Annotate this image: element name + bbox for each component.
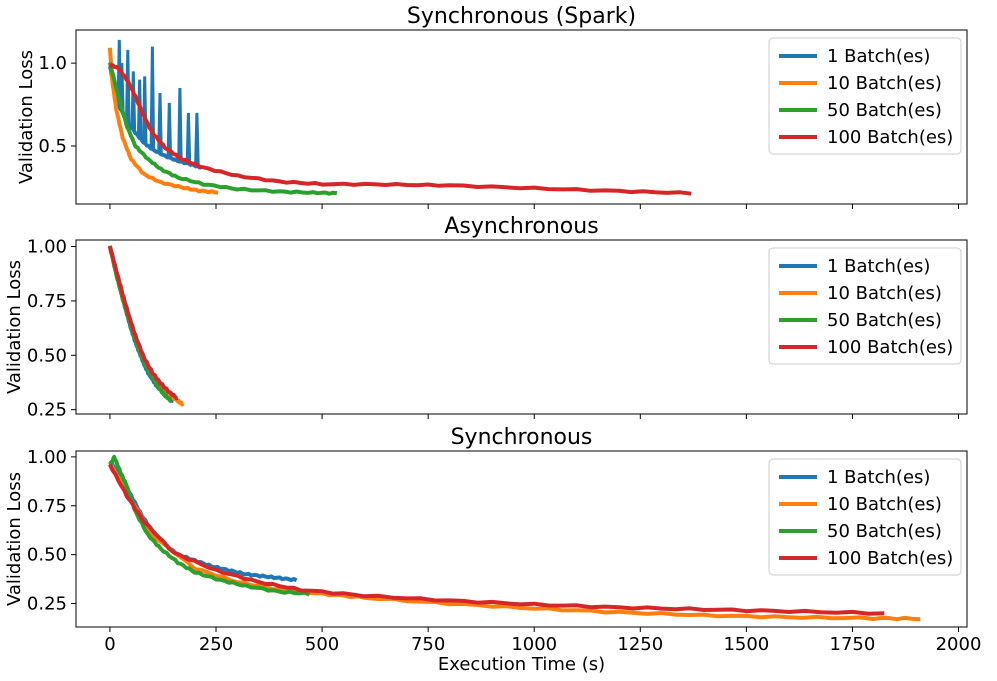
- y-tick-label: 0.5: [38, 136, 67, 157]
- legend-label: 100 Batch(es): [827, 548, 953, 569]
- x-tick-label: 0: [104, 634, 115, 655]
- legend-label: 10 Batch(es): [827, 283, 942, 304]
- x-axis-label: Execution Time (s): [438, 654, 605, 675]
- y-tick-label: 0.75: [27, 291, 67, 312]
- x-tick-label: 1500: [723, 634, 769, 655]
- series-line-1: [108, 245, 175, 404]
- panel-3: Synchronous Validation Loss 0.25 0.50 0.75 1.…: [4, 425, 981, 655]
- legend: 1 Batch(es) 10 Batch(es) 50 Batch(es) 100 B…: [768, 37, 962, 155]
- series-line-50: [108, 454, 311, 597]
- legend: 1 Batch(es) 10 Batch(es) 50 Batch(es) 100 B…: [768, 247, 962, 365]
- x-tick-label: 500: [305, 634, 339, 655]
- legend-label: 10 Batch(es): [827, 494, 942, 515]
- series-spike: [185, 112, 192, 164]
- y-axis-label: Validation Loss: [4, 472, 25, 606]
- legend-label: 1 Batch(es): [827, 46, 930, 67]
- y-axis-label: Validation Loss: [16, 50, 37, 184]
- series-spike: [142, 76, 148, 144]
- series-group: [107, 245, 185, 407]
- series-line-50: [107, 62, 338, 196]
- series-spike: [125, 49, 131, 123]
- series-group: [108, 454, 921, 622]
- legend-label: 100 Batch(es): [827, 127, 953, 148]
- series-spike: [194, 112, 200, 167]
- series-line-100: [107, 245, 179, 401]
- legend-frame: [768, 37, 962, 155]
- legend-label: 50 Batch(es): [827, 100, 942, 121]
- series-spike: [166, 102, 173, 158]
- x-tick-label: 250: [199, 634, 233, 655]
- y-tick-label: 1.00: [27, 447, 67, 468]
- legend-frame: [768, 458, 962, 576]
- legend-label: 50 Batch(es): [827, 521, 942, 542]
- x-tick-label: 1750: [830, 634, 876, 655]
- panel-title: Synchronous: [451, 425, 593, 450]
- legend-label: 100 Batch(es): [827, 337, 953, 358]
- x-tick-label: 1250: [617, 634, 663, 655]
- legend: 1 Batch(es) 10 Batch(es) 50 Batch(es) 100 B…: [768, 458, 962, 576]
- legend-label: 1 Batch(es): [827, 256, 930, 277]
- x-tick-label: 750: [411, 634, 445, 655]
- x-tick-label: 2000: [936, 634, 982, 655]
- plot-frame: [75, 450, 968, 628]
- y-axis-label: Validation Loss: [4, 260, 25, 394]
- legend-label: 1 Batch(es): [827, 467, 930, 488]
- series-spike: [177, 87, 183, 162]
- panel-1: Synchronous (Spark) Validation Loss 0.5 1.0…: [16, 4, 968, 209]
- series-line-100: [108, 463, 885, 616]
- y-tick-label: 0.75: [27, 496, 67, 517]
- series-spike: [149, 46, 156, 150]
- legend-label: 10 Batch(es): [827, 73, 942, 94]
- series-spike: [130, 71, 137, 130]
- panel-title: Synchronous (Spark): [407, 4, 636, 29]
- series-line-50: [107, 245, 173, 403]
- panel-title: Asynchronous: [444, 214, 598, 239]
- y-tick-label: 0.25: [27, 400, 67, 421]
- legend-label: 50 Batch(es): [827, 310, 942, 331]
- x-tick-label: 1000: [511, 634, 557, 655]
- legend-frame: [768, 247, 962, 365]
- series-line-100: [108, 63, 692, 196]
- plot-frame: [75, 239, 968, 415]
- y-tick-label: 0.50: [27, 345, 67, 366]
- plot-frame: [75, 29, 968, 205]
- series-line-10: [107, 245, 185, 407]
- y-tick-label: 0.25: [27, 594, 67, 615]
- y-tick-label: 1.00: [27, 237, 67, 258]
- series-line-10: [107, 47, 219, 195]
- y-tick-label: 1.0: [38, 53, 67, 74]
- series-spike: [119, 63, 125, 112]
- y-tick-label: 0.50: [27, 545, 67, 566]
- series-group: [107, 39, 692, 196]
